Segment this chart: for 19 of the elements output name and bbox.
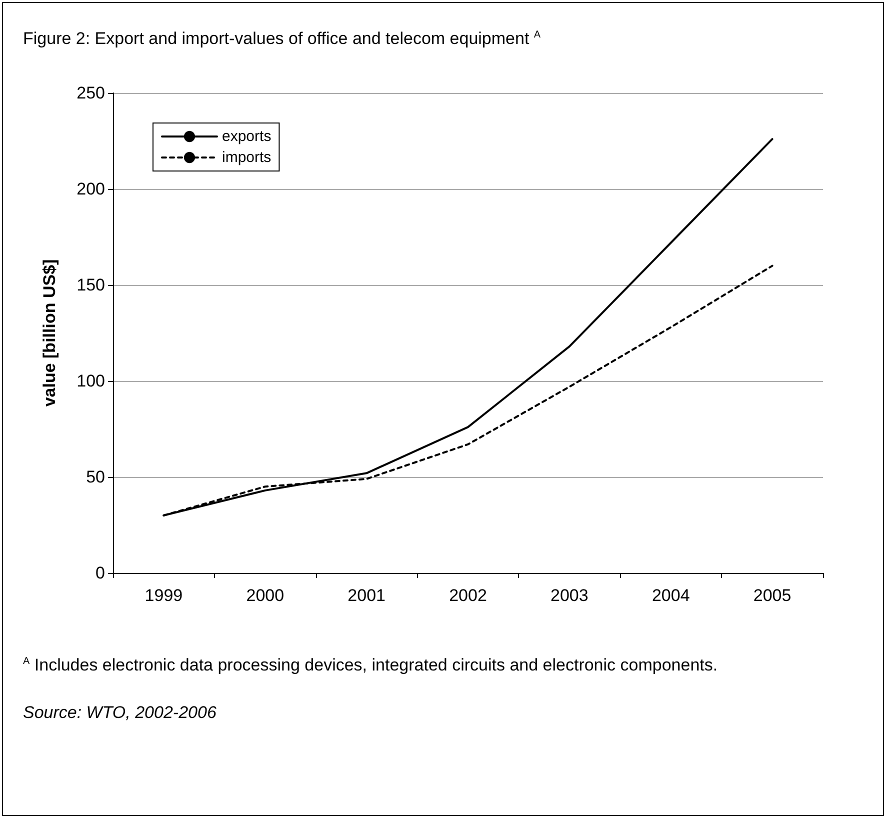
y-axis-title: value [billion US$] — [40, 259, 59, 407]
y-tick-label: 100 — [76, 372, 105, 390]
y-tick-label: 0 — [96, 564, 105, 582]
y-tick-label: 200 — [76, 180, 105, 198]
y-tick-label: 150 — [76, 276, 105, 294]
x-tick-label: 2003 — [550, 586, 588, 605]
chart-title: Figure 2: Export and import-values of office and telecom equipment $^{A}$ — [23, 29, 541, 49]
text: $^{A}$ Includes electronic data processing devices, integrated circuits and electronic components. — [23, 654, 719, 677]
y-tick-label: 50 — [86, 468, 105, 486]
x-tick-label: 2002 — [449, 586, 487, 605]
y-tick-label: 250 — [76, 84, 105, 102]
legend-label: exports — [222, 128, 272, 145]
source-note: Source: WTO, 2002-2006 — [23, 702, 218, 723]
x-tick-label: 2001 — [348, 586, 386, 605]
legend-label: imports — [222, 149, 272, 166]
x-tick-label: 2005 — [753, 586, 792, 605]
x-tick-label: 1999 — [144, 586, 183, 605]
x-tick-label: 2004 — [652, 586, 690, 605]
x-tick-label: 2000 — [246, 586, 284, 605]
